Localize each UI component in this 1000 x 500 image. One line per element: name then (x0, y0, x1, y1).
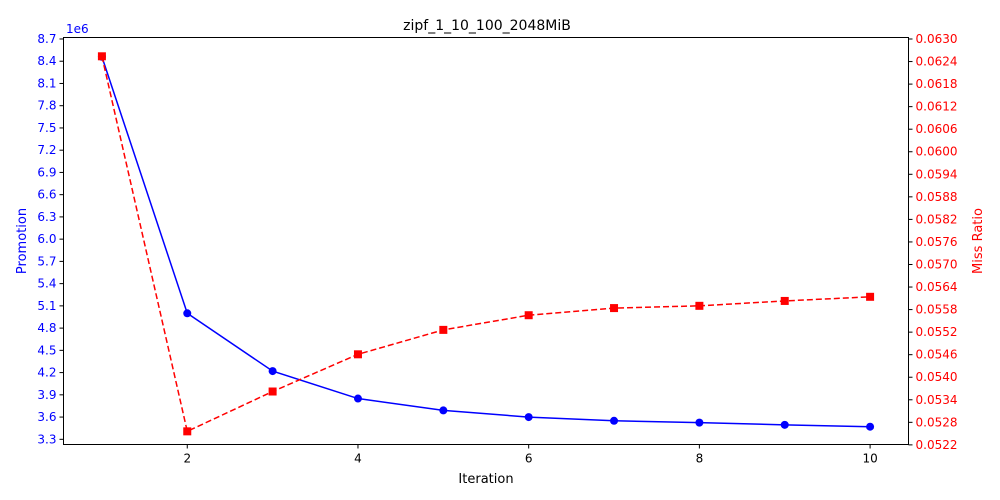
left-tick-label: 6.9 (37, 165, 56, 179)
right-tick-label: 0.0588 (916, 190, 958, 204)
left-axis-label: Promotion (15, 208, 30, 274)
left-tick-label: 5.4 (37, 277, 56, 291)
left-tick-label: 8.1 (37, 76, 56, 90)
right-tick-label: 0.0528 (916, 415, 958, 429)
right-tick-label: 0.0582 (916, 212, 958, 226)
plot-frame (63, 37, 909, 445)
right-tick-label: 0.0576 (916, 235, 958, 249)
left-tick-label: 5.7 (37, 254, 56, 268)
miss-ratio-point (97, 52, 106, 61)
left-tick-label: 7.5 (37, 121, 56, 135)
right-tick-label: 0.0546 (916, 348, 958, 362)
right-tick-label: 0.0534 (916, 393, 958, 407)
promotion-point (353, 394, 362, 403)
promotion-point (268, 367, 277, 376)
miss-ratio-point (866, 292, 875, 301)
promotion-point (183, 309, 192, 318)
x-tick-label: 6 (525, 452, 533, 466)
x-tick-label: 8 (696, 452, 704, 466)
left-tick-label: 4.5 (37, 343, 56, 357)
left-tick-label: 3.3 (37, 432, 56, 446)
miss-ratio-point (183, 427, 192, 436)
right-tick-label: 0.0564 (916, 280, 958, 294)
x-tick-label: 4 (354, 452, 362, 466)
left-tick-label: 6.3 (37, 210, 56, 224)
x-tick-label: 10 (862, 452, 877, 466)
right-tick-label: 0.0600 (916, 145, 958, 159)
promotion-point (524, 413, 533, 422)
promotion-series-line (101, 56, 871, 428)
miss-ratio-point (610, 304, 619, 313)
promotion-point (780, 420, 789, 429)
right-tick-label: 0.0558 (916, 303, 958, 317)
right-tick-label: 0.0540 (916, 370, 958, 384)
left-tick-label: 4.8 (37, 321, 56, 335)
right-tick-label: 0.0522 (916, 438, 958, 452)
right-tick-label: 0.0624 (916, 55, 958, 69)
promotion-point (439, 406, 448, 415)
left-tick-label: 6.0 (37, 232, 56, 246)
miss-ratio-point (353, 350, 362, 359)
promotion-point (610, 416, 619, 425)
right-axis-label: Miss Ratio (971, 208, 986, 274)
miss-ratio-point (524, 311, 533, 320)
miss-ratio-series-line (101, 56, 871, 433)
right-tick-label: 0.0552 (916, 325, 958, 339)
right-tick-label: 0.0618 (916, 77, 958, 91)
chart-title: zipf_1_10_100_2048MiB (403, 18, 571, 34)
left-tick-label: 3.6 (37, 410, 56, 424)
left-tick-label: 5.1 (37, 299, 56, 313)
right-tick-label: 0.0612 (916, 100, 958, 114)
miss-ratio-point (780, 296, 789, 305)
promotion-point (866, 422, 875, 431)
x-tick-label: 2 (183, 452, 191, 466)
right-tick-label: 0.0630 (916, 32, 958, 46)
left-axis-offset-text: 1e6 (66, 22, 89, 36)
right-tick-label: 0.0594 (916, 167, 958, 181)
x-axis-label: Iteration (458, 472, 513, 487)
left-tick-label: 6.6 (37, 188, 56, 202)
left-tick-label: 7.2 (37, 143, 56, 157)
right-tick-label: 0.0606 (916, 122, 958, 136)
right-tick-label: 0.0570 (916, 257, 958, 271)
miss-ratio-point (695, 301, 704, 310)
miss-ratio-point (439, 325, 448, 334)
left-tick-label: 8.4 (37, 54, 56, 68)
promotion-point (695, 418, 704, 427)
left-tick-label: 7.8 (37, 99, 56, 113)
miss-ratio-point (268, 387, 277, 396)
left-tick-label: 3.9 (37, 388, 56, 402)
left-tick-label: 8.7 (37, 32, 56, 46)
left-tick-label: 4.2 (37, 366, 56, 380)
